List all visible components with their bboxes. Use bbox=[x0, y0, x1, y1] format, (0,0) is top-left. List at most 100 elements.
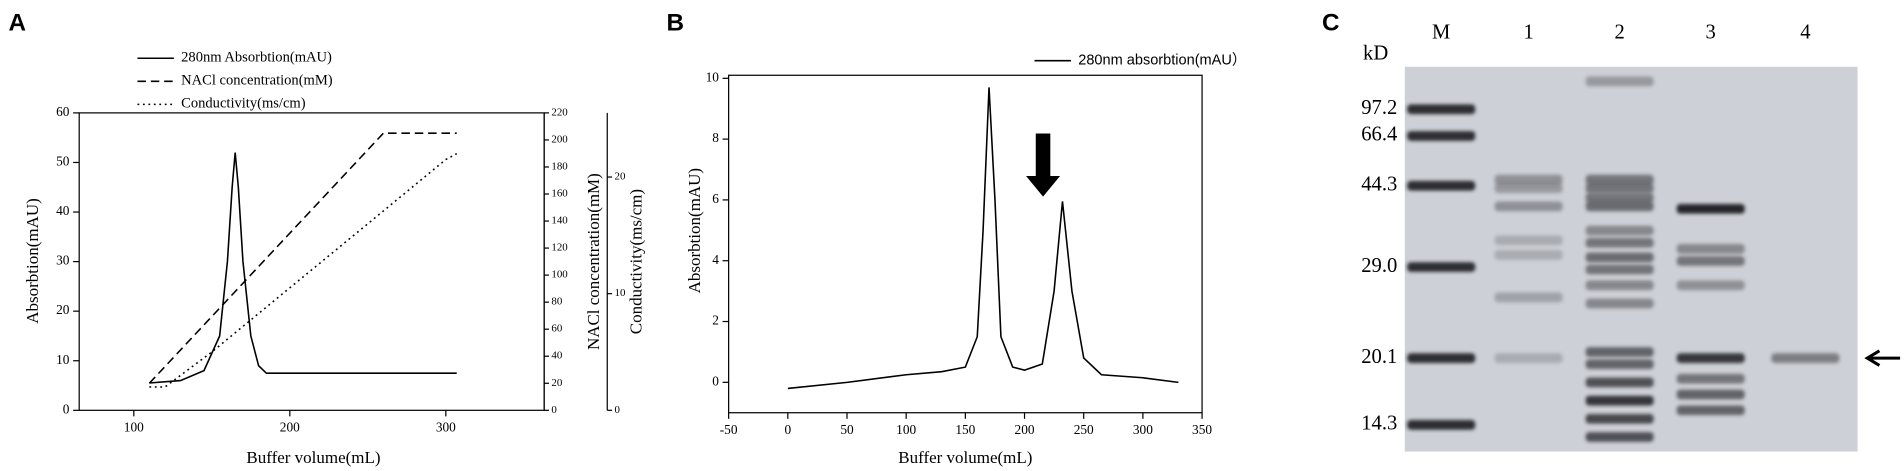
y-tick-label: 2 bbox=[712, 313, 719, 328]
y-tick-label: 50 bbox=[56, 154, 70, 169]
y3-tick-label: 10 bbox=[615, 287, 626, 299]
marker-label: 44.3 bbox=[1361, 173, 1397, 195]
x-tick-label: 150 bbox=[955, 422, 975, 437]
series-line bbox=[148, 132, 457, 384]
marker-label: 66.4 bbox=[1361, 124, 1397, 146]
x-axis-label: Buffer volume(mL) bbox=[246, 448, 380, 467]
gel-band bbox=[1585, 359, 1654, 370]
gel-band bbox=[1585, 76, 1654, 87]
legend-label: NACl concentration(mM) bbox=[181, 73, 333, 89]
y-tick-label: 20 bbox=[56, 302, 70, 317]
y-tick-label: 10 bbox=[56, 352, 70, 367]
series-line bbox=[149, 152, 457, 384]
legend-label: 280nm absorbtion(mAU） bbox=[1078, 52, 1246, 69]
legend-label: Conductivity(ms/cm) bbox=[181, 96, 306, 112]
y-tick-label: 8 bbox=[712, 130, 719, 145]
gel-band bbox=[1494, 292, 1563, 303]
x-tick-label: 350 bbox=[1192, 422, 1212, 437]
x-tick-label: 250 bbox=[1074, 422, 1094, 437]
gel-band bbox=[1585, 395, 1654, 406]
y-tick-label: 6 bbox=[712, 191, 719, 206]
gel-band bbox=[1585, 201, 1654, 212]
y2-tick-label: 40 bbox=[551, 350, 562, 362]
gel-band bbox=[1407, 180, 1476, 191]
gel-band bbox=[1494, 235, 1563, 246]
gel-band bbox=[1585, 183, 1654, 194]
series-line bbox=[149, 152, 458, 388]
lane-label: 2 bbox=[1614, 22, 1624, 44]
unit-label: kD bbox=[1363, 42, 1388, 64]
marker-label: 20.1 bbox=[1361, 346, 1397, 368]
band-arrow bbox=[1864, 349, 1901, 367]
gel-band bbox=[1585, 280, 1654, 291]
gel-band bbox=[1676, 389, 1745, 400]
gel-band bbox=[1585, 432, 1654, 442]
y2-tick-label: 80 bbox=[551, 296, 562, 308]
plot-frame bbox=[78, 112, 545, 411]
gel-band bbox=[1494, 183, 1563, 194]
y2-tick-label: 100 bbox=[551, 269, 568, 281]
panel-label: B bbox=[666, 10, 684, 37]
y-axis-label: Absorbtion(mAU) bbox=[685, 168, 704, 293]
lane-label: M bbox=[1432, 22, 1450, 44]
x-tick-label: 100 bbox=[896, 422, 916, 437]
lane-label: 4 bbox=[1800, 22, 1810, 44]
legend-label: 280nm Absorbtion(mAU) bbox=[181, 50, 332, 66]
gel-band bbox=[1585, 264, 1654, 275]
gel-band bbox=[1407, 104, 1476, 115]
y-tick-label: 40 bbox=[56, 203, 70, 218]
y-tick-label: 30 bbox=[56, 253, 70, 268]
gel-band bbox=[1585, 174, 1654, 185]
y3-tick-label: 20 bbox=[615, 171, 626, 183]
y-tick-label: 60 bbox=[56, 104, 70, 119]
y2-tick-label: 220 bbox=[551, 106, 568, 118]
x-axis-label: Buffer volume(mL) bbox=[898, 448, 1032, 467]
gel-band bbox=[1585, 252, 1654, 263]
panel-label: A bbox=[9, 10, 27, 37]
x-tick-label: 100 bbox=[124, 420, 144, 435]
lane-label: 1 bbox=[1523, 22, 1533, 44]
plot-frame bbox=[728, 74, 1203, 414]
marker-label: 29.0 bbox=[1361, 255, 1397, 277]
gel-band bbox=[1407, 262, 1476, 272]
gel-band bbox=[1585, 193, 1654, 203]
peak-arrow bbox=[1026, 133, 1061, 197]
gel-panel: CkD M 1 2 3 4 97.2 66.4 44.3 29.0 20.1 14.3 bbox=[1322, 10, 1901, 452]
marker-label: 14.3 bbox=[1361, 413, 1397, 435]
gel-band bbox=[1676, 243, 1745, 254]
y-tick-label: 0 bbox=[63, 401, 70, 416]
y2-tick-label: 140 bbox=[551, 215, 568, 227]
gel-band bbox=[1494, 250, 1563, 260]
gel-band bbox=[1676, 203, 1745, 214]
gel-band bbox=[1676, 353, 1745, 363]
gel-band bbox=[1585, 237, 1654, 248]
y3-axis-label: Conductivity(ms/cm) bbox=[627, 189, 646, 334]
gel-band bbox=[1676, 280, 1745, 291]
y2-tick-label: 120 bbox=[551, 242, 568, 254]
y2-tick-label: 200 bbox=[551, 133, 568, 145]
x-tick-label: 50 bbox=[840, 422, 854, 437]
y2-tick-label: 180 bbox=[551, 160, 568, 172]
y2-axis-label: NACl concentration(mM) bbox=[584, 173, 603, 350]
gel-band bbox=[1676, 373, 1745, 384]
gel-band bbox=[1771, 353, 1840, 363]
gel-band bbox=[1585, 347, 1654, 357]
y-tick-label: 10 bbox=[706, 69, 720, 84]
lane-label: 3 bbox=[1706, 22, 1716, 44]
y2-tick-label: 0 bbox=[551, 404, 557, 416]
series-line bbox=[787, 87, 1179, 390]
gel-band bbox=[1676, 405, 1745, 416]
y-tick-label: 0 bbox=[712, 373, 719, 388]
gel-band bbox=[1494, 201, 1563, 212]
panel-label: C bbox=[1322, 10, 1340, 37]
y2-tick-label: 60 bbox=[551, 323, 562, 335]
y2-tick-label: 160 bbox=[551, 188, 568, 200]
x-tick-label: -50 bbox=[720, 422, 738, 437]
x-tick-label: 300 bbox=[1133, 422, 1153, 437]
gel-band bbox=[1585, 377, 1654, 388]
y-tick-label: 4 bbox=[712, 252, 719, 267]
gel-band bbox=[1407, 353, 1476, 363]
x-tick-label: 200 bbox=[280, 420, 300, 435]
gel-band bbox=[1407, 131, 1476, 141]
